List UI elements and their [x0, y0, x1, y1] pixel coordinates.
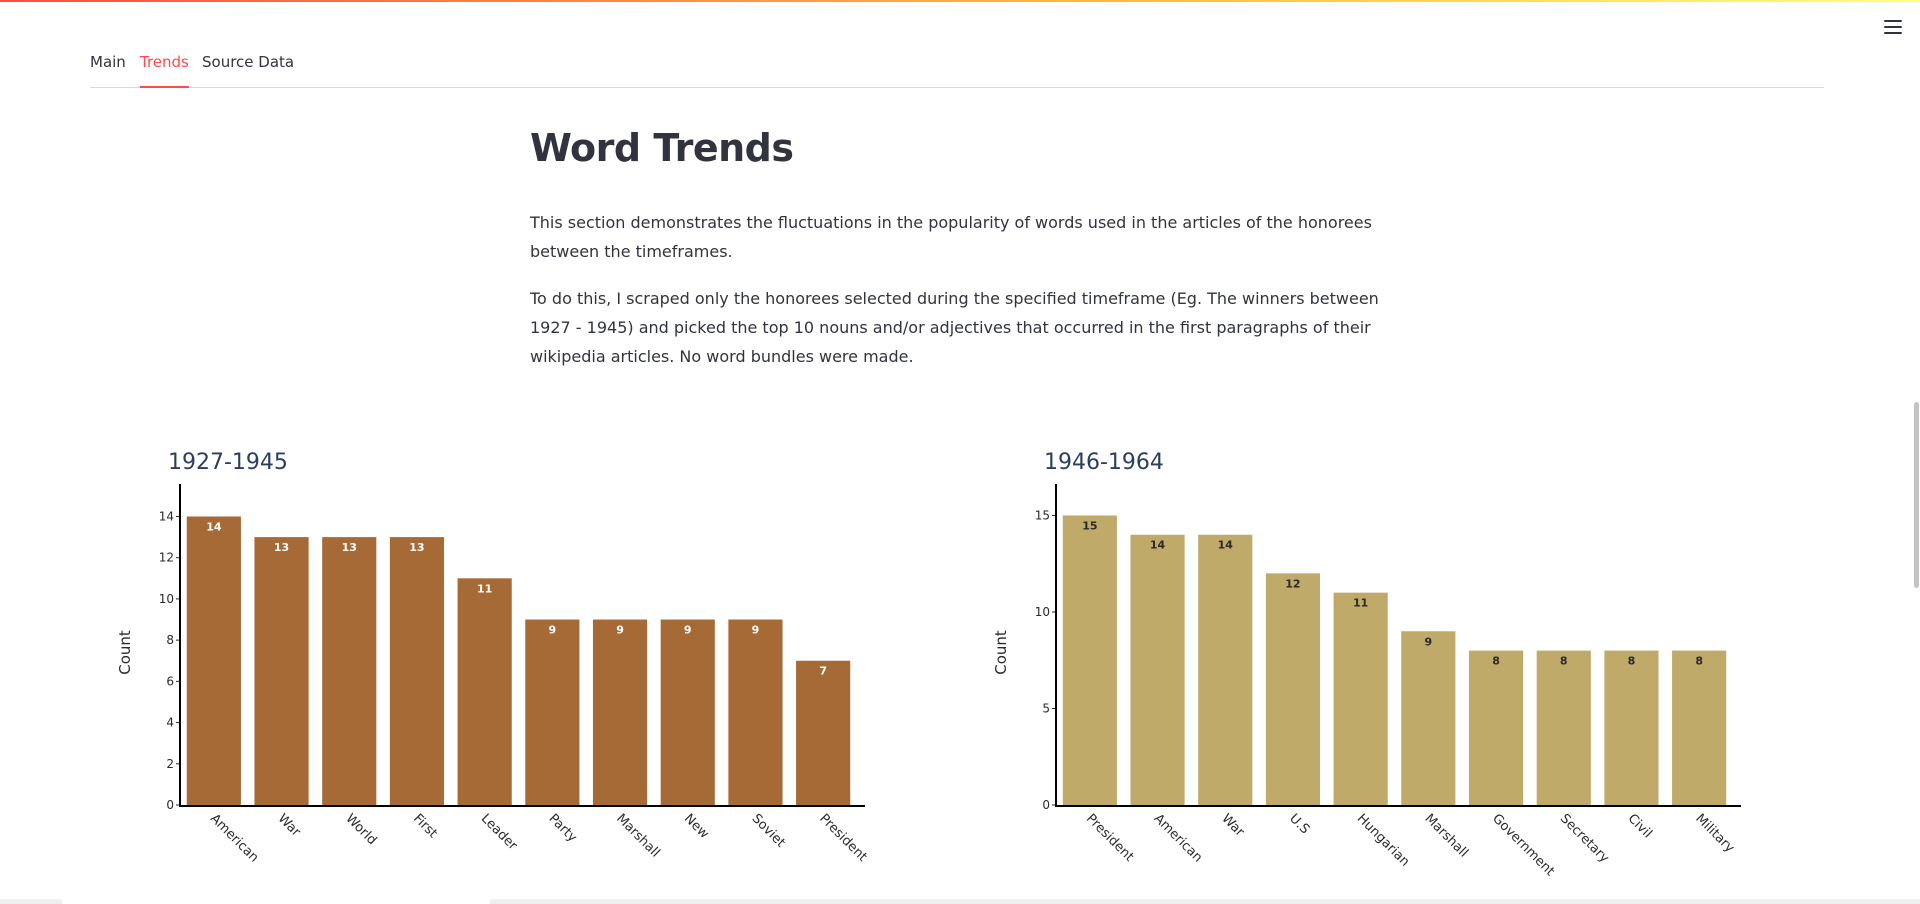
x-tick-label: Soviet — [749, 811, 788, 850]
bar-value-label: 14 — [206, 520, 222, 533]
x-tick-label: Civil — [1625, 811, 1655, 841]
tab-main[interactable]: Main — [90, 53, 126, 71]
y-tick-label: 0 — [1042, 798, 1050, 812]
y-tick-label: 10 — [159, 592, 174, 606]
horizontal-scrollbar[interactable] — [62, 899, 490, 904]
page-title: Word Trends — [530, 126, 794, 170]
tab-trends[interactable]: Trends — [140, 52, 189, 88]
x-tick-label: World — [342, 811, 379, 848]
menu-line — [1884, 26, 1902, 28]
tab-bar: Main Trends Source Data — [90, 44, 1824, 88]
bar[interactable] — [525, 619, 580, 805]
chart-1927-1945: 1927-1945 Count 0 2 4 6 8 10 12 14 14 American 13 Wa… — [110, 440, 870, 880]
bar-value-label: 9 — [549, 624, 557, 637]
bar-value-label: 8 — [1695, 655, 1703, 668]
y-tick-label: 0 — [166, 798, 174, 812]
x-tick-label: U.S — [1286, 811, 1312, 837]
x-tick-label: Marshall — [1422, 811, 1471, 860]
bar[interactable] — [322, 537, 377, 805]
bar-chart-svg: Count 0 5 10 15 15 President 14 American 14 War 12 U… — [992, 484, 1741, 879]
bar-value-label: 9 — [684, 624, 692, 637]
menu-line — [1884, 20, 1902, 22]
x-tick-label: War — [275, 811, 304, 840]
x-tick-label: War — [1218, 811, 1247, 840]
bar-value-label: 13 — [342, 541, 357, 554]
bar[interactable] — [1672, 650, 1727, 805]
intro-paragraph: This section demonstrates the fluctuatio… — [530, 213, 1372, 261]
bar[interactable] — [186, 516, 241, 805]
x-tick-label: Marshall — [613, 811, 662, 860]
x-tick-label: Secretary — [1557, 811, 1612, 866]
bar[interactable] — [1468, 650, 1524, 805]
bar[interactable] — [389, 537, 445, 805]
horizontal-scrollbar-track — [0, 899, 1920, 904]
x-tick-label: Leader — [478, 811, 521, 854]
bar[interactable] — [660, 619, 715, 805]
bar[interactable] — [1401, 631, 1456, 805]
bar[interactable] — [1062, 515, 1117, 805]
bar-value-label: 7 — [819, 665, 827, 678]
tab-source-data[interactable]: Source Data — [202, 53, 295, 71]
bar[interactable] — [728, 619, 783, 805]
top-decoration-bar — [0, 0, 1920, 2]
method-paragraph: To do this, I scraped only the honorees … — [530, 289, 1379, 366]
x-tick-label: New — [681, 811, 712, 842]
x-tick-label: Military — [1692, 811, 1737, 856]
bar[interactable] — [1536, 650, 1591, 805]
y-axis-label: Count — [992, 630, 1010, 675]
chart-title: 1927-1945 — [168, 450, 288, 475]
y-axis-label: Count — [116, 630, 134, 675]
bar-value-label: 8 — [1492, 655, 1500, 668]
menu-line — [1884, 32, 1902, 34]
bar-value-label: 8 — [1560, 655, 1568, 668]
bar[interactable] — [1604, 650, 1659, 805]
bar[interactable] — [1198, 534, 1253, 805]
x-tick-label: First — [410, 811, 440, 841]
x-tick-label: President — [816, 811, 869, 864]
bar-value-label: 9 — [1425, 635, 1433, 648]
bar[interactable] — [1265, 573, 1321, 805]
bar[interactable] — [254, 537, 309, 805]
bar[interactable] — [1333, 592, 1388, 805]
x-tick-label: American — [207, 811, 261, 865]
x-tick-label: Hungarian — [1354, 811, 1412, 869]
bar[interactable] — [457, 578, 512, 805]
bar[interactable] — [796, 660, 851, 805]
chart-title: 1946-1964 — [1044, 450, 1164, 475]
bar-value-label: 15 — [1082, 519, 1097, 532]
bar-value-label: 14 — [1218, 539, 1234, 552]
bar-value-label: 11 — [1353, 597, 1368, 610]
main-content: Word Trends This section demonstrates th… — [530, 120, 1390, 366]
bar[interactable] — [592, 619, 648, 805]
x-tick-label: American — [1151, 811, 1205, 865]
bar-value-label: 13 — [274, 541, 289, 554]
y-tick-label: 5 — [1042, 701, 1050, 715]
hamburger-menu-icon[interactable] — [1884, 20, 1902, 34]
bar-chart-svg: Count 0 2 4 6 8 10 12 14 14 American 13 War 13 World 13… — [116, 484, 870, 866]
chart-1946-1964: 1946-1964 Count 0 5 10 15 15 President 14 Americ… — [986, 440, 1756, 880]
y-tick-label: 4 — [166, 716, 174, 730]
bar-value-label: 11 — [477, 582, 492, 595]
bar-value-label: 9 — [616, 624, 624, 637]
y-tick-label: 2 — [166, 757, 174, 771]
bar-value-label: 12 — [1285, 577, 1300, 590]
y-tick-label: 6 — [166, 674, 174, 688]
y-tick-label: 8 — [166, 633, 174, 647]
y-tick-label: 14 — [159, 509, 174, 523]
x-tick-label: President — [1083, 811, 1136, 864]
bar-value-label: 14 — [1150, 539, 1166, 552]
y-tick-label: 15 — [1035, 508, 1050, 522]
x-tick-label: Government — [1489, 811, 1557, 879]
y-tick-label: 10 — [1035, 605, 1050, 619]
x-tick-label: Party — [546, 811, 580, 845]
bar[interactable] — [1130, 534, 1185, 805]
bar-value-label: 9 — [752, 624, 760, 637]
bar-value-label: 13 — [409, 541, 424, 554]
bar-value-label: 8 — [1628, 655, 1636, 668]
vertical-scrollbar[interactable] — [1914, 402, 1919, 588]
y-tick-label: 12 — [159, 551, 174, 565]
